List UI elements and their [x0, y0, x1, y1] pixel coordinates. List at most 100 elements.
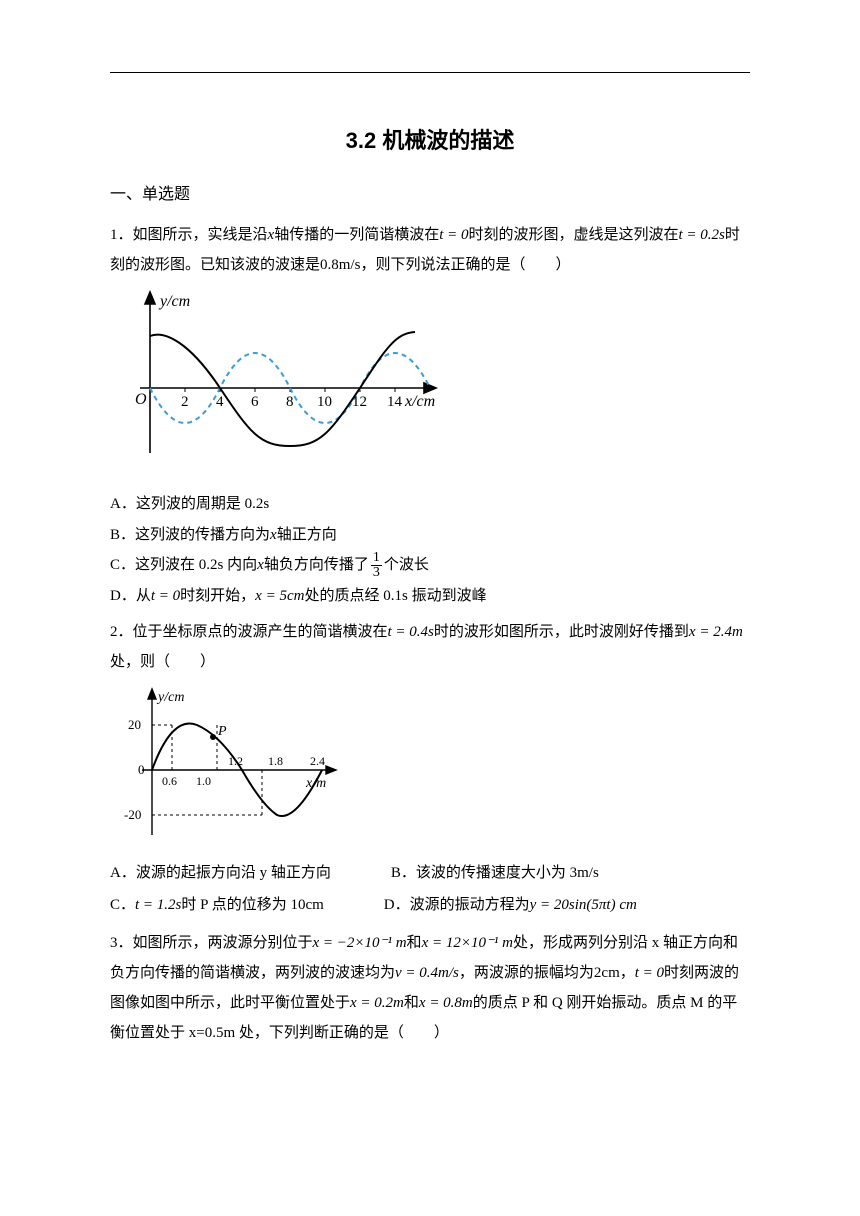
fig2-x0: 0.6 — [162, 774, 177, 788]
q2-D-eq: y = 20sin(5πt) cm — [530, 897, 637, 913]
q1-A-txt: 这列波的周期是 — [136, 496, 241, 512]
q3-x2: x = 12×10⁻¹ m — [422, 935, 513, 951]
q3-xP: x = 0.2m — [350, 995, 404, 1011]
q1-C-frac: 13 — [371, 551, 382, 580]
fig2-P: P — [217, 724, 227, 739]
q1-optD: D．从t = 0时刻开始，x = 5cm处的质点经 0.1s 振动到波峰 — [110, 582, 750, 611]
q1-optC: C．这列波在 0.2s 内向x轴负方向传播了13个波长 — [110, 551, 750, 580]
page-title: 3.2 机械波的描述 — [110, 120, 750, 162]
q1-C-txt: 这列波在 — [135, 557, 195, 573]
q3-stem: 3．如图所示，两波源分别位于x = −2×10⁻¹ m和x = 12×10⁻¹ … — [110, 928, 750, 1048]
q1-A-val: 0.2s — [241, 496, 269, 512]
fig2-y0: 20 — [128, 717, 141, 732]
q1-C-end: 个波长 — [384, 557, 429, 573]
q2-B-lbl: B． — [391, 865, 416, 881]
fig1-x2: 6 — [251, 394, 259, 410]
fig2-x2: 1.2 — [228, 754, 243, 768]
q1-optB: B．这列波的传播方向为x轴正方向 — [110, 521, 750, 550]
fig1-x5: 12 — [352, 394, 367, 410]
q1-D-lbl: D． — [110, 588, 136, 604]
fig2-y1: 0 — [138, 762, 145, 777]
figure-2: P y/cm 20 0 -20 0.6 1.0 1.2 1.8 2.4 x/m — [110, 685, 750, 845]
fig1-x6: 14 — [387, 394, 403, 410]
q1-D-t: t = 0 — [151, 588, 180, 604]
q1-t1: t = 0.2s — [679, 227, 725, 243]
q3-s3: ，两波源的振幅均为 — [459, 965, 594, 981]
fig2-x3: 1.8 — [268, 754, 283, 768]
fig2-svg: P y/cm 20 0 -20 0.6 1.0 1.2 1.8 2.4 x/m — [110, 685, 340, 845]
q1-spd: 0.8m/s — [320, 257, 360, 273]
q2-C-lbl: C． — [110, 897, 135, 913]
q2-x: x = 2.4m — [689, 624, 743, 640]
q1-C-val: 0.2s — [195, 557, 227, 573]
q3-xQ: x = 0.8m — [419, 995, 473, 1011]
q2-C-val: 10cm — [287, 897, 324, 913]
q1-C-mid2: 轴负方向传播了 — [264, 557, 369, 573]
q1-B-end: 轴正方向 — [277, 527, 337, 543]
q2-stem: 2．位于坐标原点的波源产生的简谐横波在t = 0.4s时的波形如图所示，此时波刚… — [110, 617, 750, 677]
fig1-svg: y/cm O 2 4 6 8 10 12 14 x/cm — [110, 288, 440, 478]
q3-s0: 3．如图所示，两波源分别位于 — [110, 935, 313, 951]
q1-D-val: 0.1s — [379, 588, 411, 604]
q3-s4: ， — [620, 965, 635, 981]
q2-A-txt: 波源的起振方向沿 y 轴正方向 — [136, 865, 331, 881]
q2-row2: C．t = 1.2s时 P 点的位移为 10cm D．波源的振动方程为y = 2… — [110, 889, 750, 922]
question-1: 1．如图所示，实线是沿x轴传播的一列简谐横波在t = 0时刻的波形图，虚线是这列… — [110, 220, 750, 611]
fig2-x4: 2.4 — [310, 754, 325, 768]
q1-D-txt: 从 — [136, 588, 151, 604]
fig2-xlabel: x/m — [305, 776, 326, 791]
q2-s0: 2．位于坐标原点的波源产生的简谐横波在 — [110, 624, 388, 640]
q1-D-mid2: 处的质点经 — [304, 588, 379, 604]
q2-A-lbl: A． — [110, 865, 136, 881]
q1-A-lbl: A． — [110, 496, 136, 512]
q3-x1: x = −2×10⁻¹ m — [313, 935, 407, 951]
q2-D-lbl: D． — [384, 897, 410, 913]
q2-optA: A．波源的起振方向沿 y 轴正方向 — [110, 859, 331, 888]
q1-C-lbl: C． — [110, 557, 135, 573]
frac-den: 3 — [371, 566, 382, 580]
q2-optD: D．波源的振动方程为y = 20sin(5πt) cm — [384, 891, 637, 920]
q2-optC: C．t = 1.2s时 P 点的位移为 10cm — [110, 891, 324, 920]
fig2-ylabel: y/cm — [156, 690, 184, 705]
q2-t: t = 0.4s — [388, 624, 434, 640]
question-2: 2．位于坐标原点的波源产生的简谐横波在t = 0.4s时的波形如图所示，此时波刚… — [110, 617, 750, 922]
q2-C-mid: 时 P 点的位移为 — [181, 897, 286, 913]
fig2-x1: 1.0 — [196, 774, 211, 788]
q1-s2: 时刻的波形图，虚线是这列波在 — [469, 227, 679, 243]
question-3: 3．如图所示，两波源分别位于x = −2×10⁻¹ m和x = 12×10⁻¹ … — [110, 928, 750, 1048]
q1-t0: t = 0 — [439, 227, 468, 243]
q2-s1: 时的波形如图所示，此时波刚好传播到 — [434, 624, 689, 640]
q1-D-end: 振动到波峰 — [412, 588, 487, 604]
fig1-x3: 8 — [286, 394, 294, 410]
q1-B-lbl: B． — [110, 527, 135, 543]
q3-v: v = 0.4m/s — [395, 965, 459, 981]
q2-C-t: t = 1.2s — [135, 897, 181, 913]
q1-stem: 1．如图所示，实线是沿x轴传播的一列简谐横波在t = 0时刻的波形图，虚线是这列… — [110, 220, 750, 280]
q2-B-txt: 该波的传播速度大小为 3m/s — [416, 865, 599, 881]
q1-s0: 1．如图所示，实线是沿 — [110, 227, 268, 243]
frac-num: 1 — [371, 551, 382, 566]
fig1-xlabel: x/cm — [404, 393, 435, 410]
q1-B-var: x — [270, 527, 277, 543]
q1-B-txt: 这列波的传播方向为 — [135, 527, 270, 543]
q3-t0: t = 0 — [635, 965, 664, 981]
q1-D-mid: 时刻开始， — [180, 588, 255, 604]
figure-1: y/cm O 2 4 6 8 10 12 14 x/cm — [110, 288, 750, 478]
q2-s2: 处，则（ ） — [110, 654, 215, 670]
q1-D-x: x = 5cm — [255, 588, 304, 604]
q3-s6: 和 — [404, 995, 419, 1011]
fig1-ylabel: y/cm — [158, 293, 190, 310]
q2-D-txt: 波源的振动方程为 — [410, 897, 530, 913]
q1-C-var: x — [257, 557, 264, 573]
fig1-x4: 10 — [317, 394, 332, 410]
fig1-x1: 4 — [216, 394, 224, 410]
q2-optB: B．该波的传播速度大小为 3m/s — [391, 859, 599, 888]
fig2-y2: -20 — [124, 807, 141, 822]
q1-C-mid: 内向 — [227, 557, 257, 573]
q3-s1: 和 — [407, 935, 422, 951]
section-heading: 一、单选题 — [110, 180, 750, 210]
fig1-origin: O — [135, 391, 147, 408]
q1-optA: A．这列波的周期是 0.2s — [110, 490, 750, 519]
q1-s1: 轴传播的一列简谐横波在 — [274, 227, 439, 243]
fig1-x0: 2 — [181, 394, 189, 410]
